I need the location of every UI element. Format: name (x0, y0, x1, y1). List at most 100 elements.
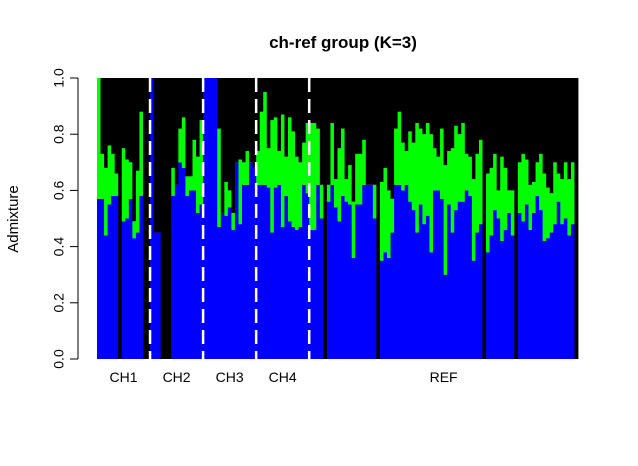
bar-segment-black (157, 78, 162, 233)
y-tick-label: 1.0 (51, 68, 67, 88)
bar-segment-blue (206, 78, 211, 359)
bar-segment-green (185, 176, 190, 197)
bar-segment-blue (135, 232, 140, 359)
bar-segment-blue (256, 184, 261, 359)
bar-segment-green (372, 184, 377, 219)
bar-segment-green (539, 153, 544, 211)
bar-segment-blue (121, 221, 126, 359)
bar-segment-green (468, 156, 473, 197)
bar-segment-green (567, 179, 572, 236)
bar-segment-black (188, 78, 193, 177)
bar-segment-green (457, 134, 462, 202)
bar-segment-black (471, 78, 476, 180)
bar-segment-green (390, 198, 395, 233)
bar-segment-green (408, 131, 413, 202)
bar-segment-black (284, 78, 289, 157)
bar-segment-black (319, 78, 324, 185)
bar-segment-black (100, 78, 105, 154)
bar-segment-black (316, 78, 321, 129)
bar-segment-blue (436, 190, 441, 359)
bar-segment-green (291, 131, 296, 227)
bar-segment-green (192, 139, 197, 191)
bar-segment-green (114, 173, 119, 197)
bar-segment-green (245, 151, 250, 185)
bar-segment-green (450, 148, 455, 233)
bar-segment-green (188, 176, 193, 191)
bar-segment-blue (503, 229, 508, 359)
bar-segment-black (323, 78, 328, 359)
bar-segment-blue (496, 218, 501, 359)
bar-segment-green (302, 142, 307, 185)
bar-segment-blue (344, 201, 349, 359)
bar-segment-black (348, 78, 353, 166)
bar-segment-blue (150, 78, 154, 359)
bar-segment-green (535, 162, 540, 197)
bar-segment-black (167, 78, 172, 359)
bar-segment-black (425, 78, 430, 123)
bar-segment-green (231, 212, 236, 230)
bar-segment-green (379, 181, 384, 261)
bar-segment-blue (542, 240, 547, 359)
bar-segment-blue (298, 226, 303, 359)
bar-segment-black (330, 78, 335, 123)
bar-segment-blue (104, 235, 109, 359)
bar-segment-blue (330, 184, 335, 359)
group-label: CH3 (216, 369, 244, 385)
bar-segment-black (454, 78, 459, 126)
bar-segment-green (351, 201, 356, 258)
bar-segment-green (330, 122, 335, 185)
bar-segment-green (139, 111, 144, 197)
bar-segment-blue (560, 224, 565, 359)
bar-segment-green (358, 153, 363, 205)
bar-segment-black (418, 78, 423, 129)
bar-segment-green (266, 148, 271, 188)
bar-segment-black (181, 78, 186, 118)
bar-segment-blue (287, 221, 292, 359)
bar-segment-green (348, 165, 353, 205)
bar-segment-green (362, 139, 367, 185)
bar-segment-green (443, 165, 448, 275)
group-separators (148, 78, 311, 359)
bar-segment-blue (125, 218, 130, 359)
bar-segment-blue (213, 78, 218, 359)
bar-segment-blue (468, 196, 473, 359)
bar-segment-green (549, 193, 554, 233)
bar-segment-black (535, 78, 540, 163)
bar-segment-blue (489, 235, 494, 359)
group-label: CH2 (163, 369, 191, 385)
bar-segment-black (227, 78, 232, 191)
bar-segment-blue (500, 240, 505, 359)
bar-segment-blue (111, 196, 116, 359)
bar-segment-green (355, 153, 360, 205)
bar-segment-green (436, 156, 441, 191)
y-tick-label: 0.6 (51, 180, 67, 200)
bar-segment-blue (178, 162, 183, 359)
bar-segment-blue (507, 212, 512, 359)
bar-segment-black (429, 78, 434, 135)
bar-segment-blue (277, 184, 282, 359)
bar-segment-green (316, 128, 321, 185)
bar-segment-blue (369, 184, 374, 359)
bar-segment-black (486, 78, 490, 174)
bar-segment-green (181, 117, 186, 168)
bar-segment-green (341, 128, 345, 197)
bar-segment-blue (270, 232, 275, 359)
y-tick-label: 0.8 (51, 124, 67, 144)
bar-segment-green (295, 156, 299, 230)
bar-segment-blue (411, 210, 416, 359)
bar-segment-black (422, 78, 427, 135)
bar-segment-black (524, 78, 529, 160)
bar-segment-blue (114, 196, 119, 359)
bar-segment-black (256, 78, 261, 152)
bar-segment-black (489, 78, 494, 168)
bar-segment-blue (245, 184, 250, 359)
bar-segment-blue (440, 198, 445, 359)
bar-segment-blue (305, 193, 310, 359)
bar-segment-green (478, 139, 483, 225)
bar-segment-blue (408, 201, 413, 359)
bar-segment-black (379, 78, 384, 182)
bar-segment-black (532, 78, 536, 182)
bar-segment-black (447, 78, 452, 152)
bar-segment-green (510, 190, 515, 236)
bar-segment-green (312, 122, 317, 230)
